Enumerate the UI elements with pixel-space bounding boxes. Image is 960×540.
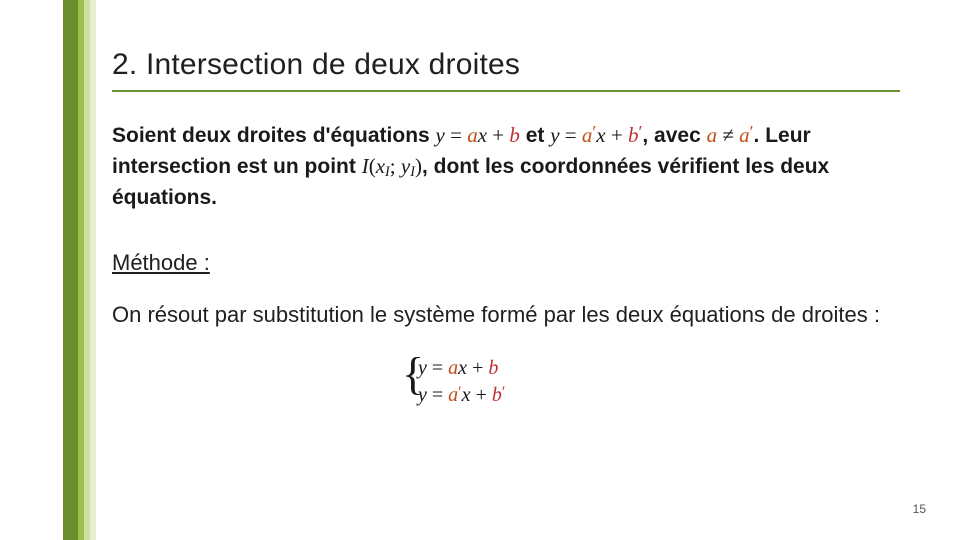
equals: = <box>560 123 582 147</box>
coef-b-prime: b′ <box>492 384 506 406</box>
slide-content: 2. Intersection de deux droites Soient d… <box>112 48 900 409</box>
coef-b: b <box>509 123 520 147</box>
left-brace-icon: { <box>402 351 424 397</box>
system-row-1: y = ax + b <box>418 355 900 382</box>
text-fragment: , avec <box>642 124 706 147</box>
left-accent-stripe <box>63 0 97 540</box>
methode-label: Méthode : <box>112 250 900 276</box>
var-xI: xI <box>376 154 390 178</box>
equation-system: { y = ax + b y = a′x + b′ <box>418 355 900 409</box>
var-x: x <box>596 123 605 147</box>
paren-open: ( <box>369 154 376 178</box>
equals: = <box>427 357 448 379</box>
coef-b: b <box>488 357 498 379</box>
page-number: 15 <box>913 502 926 516</box>
definition-paragraph: Soient deux droites d'équations y = ax +… <box>112 120 900 214</box>
stripe-band <box>90 0 96 540</box>
stripe-band <box>63 0 78 540</box>
equation-2: y = a′x + b′ <box>550 123 642 147</box>
var-y: y <box>436 123 445 147</box>
plus: + <box>467 357 488 379</box>
paren-close: ) <box>415 154 422 178</box>
methode-description: On résout par substitution le système fo… <box>112 300 900 330</box>
plus: + <box>606 123 628 147</box>
point-name: I <box>362 154 369 178</box>
coef-a: a <box>707 123 718 147</box>
separator: ; <box>390 154 401 178</box>
coef-a: a <box>448 357 458 379</box>
system-row-2: y = a′x + b′ <box>418 382 900 409</box>
coef-a: a <box>467 123 478 147</box>
point-I: I(xI; yI) <box>362 154 422 178</box>
equation-1: y = ax + b <box>436 123 520 147</box>
plus: + <box>471 384 492 406</box>
var-x: x <box>458 357 467 379</box>
coef-a-prime: a′ <box>739 123 753 147</box>
var-yI: yI <box>401 154 415 178</box>
coef-a-prime: a′ <box>582 123 596 147</box>
section-heading: 2. Intersection de deux droites <box>112 48 900 92</box>
inequality: a ≠ a′ <box>707 123 754 147</box>
var-x: x <box>478 123 487 147</box>
text-fragment: Soient deux droites d'équations <box>112 124 436 147</box>
var-y: y <box>550 123 559 147</box>
text-fragment: et <box>520 124 550 147</box>
coef-b-prime: b′ <box>628 123 642 147</box>
equals: = <box>427 384 448 406</box>
equals: = <box>445 123 467 147</box>
var-x: x <box>462 384 471 406</box>
coef-a-prime: a′ <box>448 384 462 406</box>
not-equal: ≠ <box>717 123 739 147</box>
plus: + <box>487 123 509 147</box>
